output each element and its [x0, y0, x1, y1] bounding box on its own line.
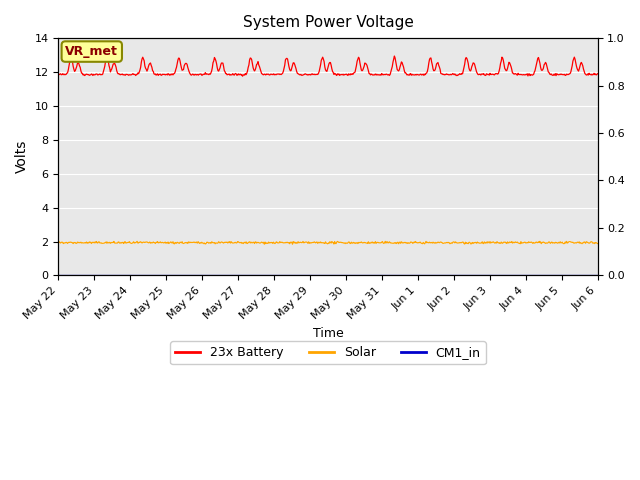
CM1_in [217, 273, 225, 278]
Solar [217, 240, 225, 245]
Solar [264, 240, 272, 246]
Solar [289, 241, 296, 247]
X-axis label: Time: Time [312, 327, 343, 340]
Solar [54, 240, 62, 246]
Solar [384, 240, 392, 246]
Y-axis label: Volts: Volts [15, 140, 29, 173]
Title: System Power Voltage: System Power Voltage [243, 15, 413, 30]
Solar [594, 240, 602, 246]
Solar [415, 240, 422, 245]
CM1_in [54, 273, 62, 278]
23x Battery [54, 72, 62, 77]
23x Battery [239, 73, 246, 79]
23x Battery [594, 71, 602, 76]
23x Battery [265, 72, 273, 77]
CM1_in [118, 273, 125, 278]
Line: 23x Battery: 23x Battery [58, 56, 598, 76]
Solar [118, 240, 125, 246]
23x Battery [384, 72, 392, 78]
CM1_in [413, 273, 421, 278]
Solar [244, 240, 252, 246]
Solar [536, 239, 544, 244]
CM1_in [383, 273, 391, 278]
23x Battery [390, 53, 398, 59]
Line: Solar: Solar [58, 241, 598, 244]
23x Battery [415, 72, 423, 78]
23x Battery [118, 72, 125, 77]
Legend: 23x Battery, Solar, CM1_in: 23x Battery, Solar, CM1_in [170, 341, 486, 364]
CM1_in [264, 273, 272, 278]
CM1_in [244, 273, 252, 278]
Text: VR_met: VR_met [65, 45, 118, 58]
23x Battery [244, 64, 252, 70]
23x Battery [217, 62, 225, 68]
CM1_in [594, 273, 602, 278]
